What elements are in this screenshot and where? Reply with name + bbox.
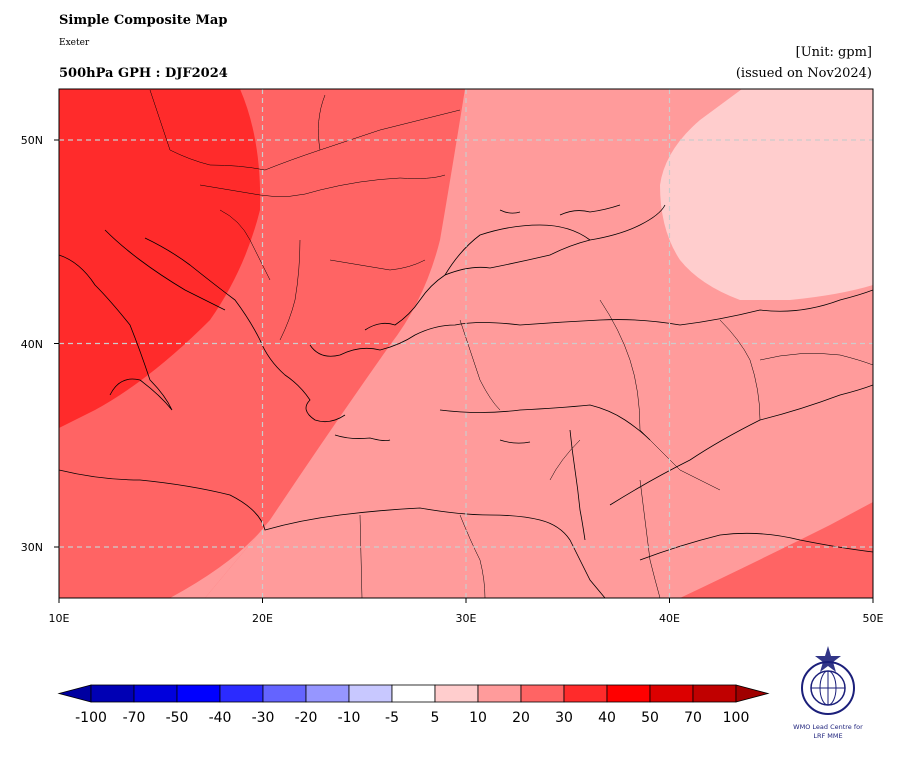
- issued-label: (issued on Nov2024): [735, 66, 872, 81]
- colorbar-swatch: [434, 684, 479, 703]
- colorbar-tick-label: -20: [295, 710, 318, 726]
- colorbar-swatch: [692, 684, 737, 703]
- colorbar-swatch: [133, 684, 178, 703]
- colorbar-tick-label: -5: [385, 710, 399, 726]
- colorbar-tick-label: -50: [166, 710, 189, 726]
- lat-label-40n: 40N: [21, 338, 43, 351]
- colorbar-tick-label: -40: [209, 710, 232, 726]
- colorbar: [57, 684, 770, 703]
- colorbar-tick-label: -30: [252, 710, 275, 726]
- colorbar-tick-label: -10: [338, 710, 361, 726]
- colorbar-labels: -100 -70 -50 -40 -30 -20 -10 -5 5 10 20 30 40 50 70 100: [75, 710, 749, 726]
- colorbar-swatch: [606, 684, 651, 703]
- colorbar-tick-label: -70: [123, 710, 146, 726]
- colorbar-swatch: [90, 684, 135, 703]
- map-subtitle: Exeter: [59, 38, 90, 48]
- lon-label-40e: 40E: [659, 612, 680, 625]
- lat-label-50n: 50N: [21, 134, 43, 147]
- colorbar-tick-label: 10: [469, 710, 487, 726]
- lon-label-20e: 20E: [252, 612, 273, 625]
- colorbar-tick-label: -100: [75, 710, 107, 726]
- colorbar-tick-label: 100: [723, 710, 750, 726]
- lon-label-10e: 10E: [49, 612, 70, 625]
- colorbar-under-arrow: [57, 684, 92, 703]
- gridlines: [59, 89, 873, 598]
- map-title: Simple Composite Map: [59, 13, 228, 28]
- unit-label: [Unit: gpm]: [795, 45, 872, 60]
- colorbar-tick-label: 70: [684, 710, 702, 726]
- variable-title: 500hPa GPH : DJF2024: [59, 66, 228, 81]
- lon-label-50e: 50E: [863, 612, 884, 625]
- wmo-logo: WMO Lead Centre for LRF MME: [793, 646, 863, 740]
- logo-text-line2: LRF MME: [813, 732, 842, 740]
- colorbar-swatch: [391, 684, 436, 703]
- anomaly-band-20-30-southeast: [680, 502, 873, 598]
- colorbar-tick-label: 40: [598, 710, 616, 726]
- logo-text-line1: WMO Lead Centre for: [793, 723, 863, 731]
- lat-label-30n: 30N: [21, 541, 43, 554]
- lon-label-30e: 30E: [456, 612, 477, 625]
- anomaly-band-30-40: [59, 89, 261, 428]
- colorbar-tick-label: 20: [512, 710, 530, 726]
- colorbar-swatch: [649, 684, 694, 703]
- axis-ticks: [54, 139, 874, 603]
- colorbar-swatch: [348, 684, 393, 703]
- lat-labels: 50N 40N 30N: [21, 134, 43, 554]
- colorbar-tick-label: 50: [641, 710, 659, 726]
- colorbar-swatch: [176, 684, 221, 703]
- colorbar-swatch: [219, 684, 264, 703]
- colorbar-swatch: [563, 684, 608, 703]
- colorbar-over-arrow: [735, 684, 770, 703]
- colorbar-tick-label: 30: [555, 710, 573, 726]
- colorbar-swatch: [520, 684, 565, 703]
- anomaly-band-5-10: [660, 89, 873, 300]
- colorbar-tick-label: 5: [431, 710, 440, 726]
- country-borders: [149, 89, 873, 598]
- colorbar-swatch: [262, 684, 307, 703]
- lon-labels: 10E 20E 30E 40E 50E: [49, 612, 884, 625]
- colorbar-swatch: [305, 684, 350, 703]
- colorbar-swatch: [477, 684, 522, 703]
